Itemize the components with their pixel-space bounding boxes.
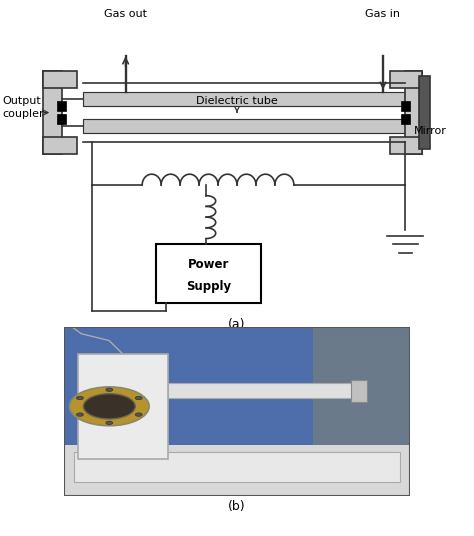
Text: Mirror: Mirror bbox=[414, 126, 447, 136]
Text: Supply: Supply bbox=[186, 280, 231, 293]
Bar bbox=[401, 114, 410, 124]
Bar bbox=[390, 71, 422, 88]
Bar bbox=[43, 137, 77, 154]
Circle shape bbox=[135, 413, 142, 416]
Circle shape bbox=[76, 396, 83, 400]
Circle shape bbox=[106, 421, 113, 425]
Bar bbox=[83, 119, 405, 132]
Bar bbox=[156, 244, 261, 303]
Text: Power: Power bbox=[188, 258, 229, 271]
Bar bbox=[168, 383, 358, 398]
Circle shape bbox=[70, 387, 149, 426]
Circle shape bbox=[83, 393, 135, 419]
Text: Output: Output bbox=[2, 96, 41, 106]
Bar bbox=[390, 137, 422, 154]
Bar bbox=[57, 101, 66, 111]
Text: Dielectric tube: Dielectric tube bbox=[196, 96, 278, 112]
Bar bbox=[351, 379, 367, 401]
Circle shape bbox=[76, 413, 83, 416]
Bar bbox=[83, 92, 405, 106]
Bar bbox=[43, 71, 62, 154]
Bar bbox=[405, 71, 422, 154]
Bar bbox=[419, 76, 430, 149]
Bar bbox=[401, 101, 410, 111]
Text: coupler: coupler bbox=[2, 109, 44, 118]
Bar bbox=[43, 71, 77, 88]
Circle shape bbox=[106, 388, 113, 391]
Text: (a): (a) bbox=[228, 318, 246, 331]
Circle shape bbox=[135, 396, 142, 400]
Bar bbox=[57, 114, 66, 124]
Text: (b): (b) bbox=[228, 500, 246, 513]
Text: Gas in: Gas in bbox=[365, 9, 401, 19]
Text: Gas out: Gas out bbox=[104, 9, 147, 19]
